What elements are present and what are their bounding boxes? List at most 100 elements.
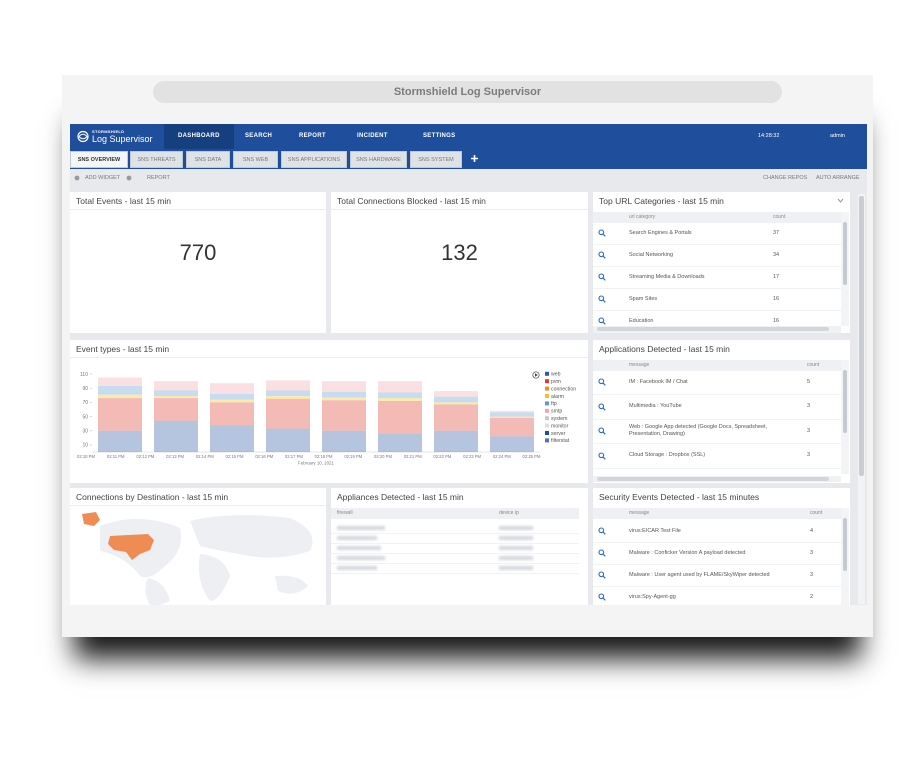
tab[interactable]: SNS THREATS	[130, 151, 183, 168]
tab[interactable]: SNS DATA	[186, 151, 230, 168]
browser-window: Stormshield Log Supervisor STORMSHIELD L…	[62, 75, 873, 637]
search-icon[interactable]	[598, 295, 606, 303]
search-icon[interactable]	[598, 549, 606, 557]
search-icon[interactable]	[598, 378, 606, 386]
search-icon[interactable]	[598, 571, 606, 579]
search-icon[interactable]	[598, 402, 606, 411]
blurred-cell	[499, 566, 533, 570]
widget: Appliances Detected - last 15 min firewa…	[331, 488, 588, 605]
scroll-thumb[interactable]	[843, 370, 847, 433]
legend-label: ftp	[551, 401, 557, 407]
row-divider	[593, 564, 841, 565]
legend-swatch	[545, 416, 549, 421]
widget-title: Security Events Detected - last 15 minut…	[599, 492, 760, 502]
scroll-thumb[interactable]	[597, 327, 829, 331]
toolbar-button[interactable]: CHANGE REPOS	[763, 175, 808, 181]
bar-segment	[266, 396, 310, 399]
blurred-cell	[499, 536, 533, 540]
blurred-cell	[337, 566, 377, 570]
search-icon[interactable]	[598, 317, 606, 325]
nav-item[interactable]: DASHBOARD	[164, 124, 234, 149]
search-icon[interactable]	[598, 273, 606, 281]
column-header: count	[810, 510, 823, 516]
scroll-thumb[interactable]	[597, 477, 829, 481]
tab[interactable]: SNS WEB	[233, 151, 278, 168]
user-menu[interactable]: admin	[830, 133, 845, 139]
region-highlight	[82, 512, 100, 526]
search-icon[interactable]	[598, 451, 606, 460]
tab[interactable]: SNS OVERVIEW	[70, 151, 128, 168]
column-header: url category	[629, 214, 656, 220]
toolbar-button[interactable]: AUTO ARRANGE	[816, 175, 860, 181]
nav-item[interactable]: INCIDENT	[357, 133, 388, 139]
scroll-thumb[interactable]	[843, 518, 847, 572]
cell-text: Web : Google App detected (Google Docs, …	[629, 424, 768, 437]
table-header: firewall device ip	[331, 508, 579, 519]
search-icon[interactable]	[598, 593, 606, 601]
blurred-cell	[337, 556, 385, 560]
separator	[70, 209, 326, 210]
bar-segment	[154, 381, 198, 391]
toolbar-button[interactable]: ADD WIDGET	[85, 175, 121, 181]
brand-small: STORMSHIELD	[92, 129, 125, 134]
blurred-cell	[337, 536, 377, 540]
cell-count: 4	[810, 527, 814, 534]
row-divider	[593, 288, 841, 289]
collapse-icon[interactable]	[837, 198, 844, 203]
blurred-cell	[499, 546, 533, 550]
bar-segment	[210, 383, 254, 394]
widget: Total Connections Blocked - last 15 min …	[331, 192, 588, 333]
y-tick-label: 10	[82, 443, 88, 449]
cell-text: Multimedia : YouTube	[629, 403, 682, 409]
bar-segment	[154, 396, 198, 399]
bar-segment	[322, 391, 366, 398]
bar-segment	[266, 390, 310, 397]
table-header: message count	[593, 508, 841, 519]
tab[interactable]: SNS SYSTEM	[410, 151, 462, 168]
add-tab[interactable]	[470, 154, 479, 163]
separator	[70, 357, 588, 358]
scroll-thumb[interactable]	[843, 222, 847, 285]
scroll-thumb[interactable]	[859, 196, 864, 476]
y-tick-label: 90	[82, 386, 88, 392]
search-icon[interactable]	[598, 527, 606, 535]
widget-title: Total Connections Blocked - last 15 min	[337, 196, 486, 206]
region-highlight	[108, 534, 154, 560]
bar-segment	[378, 433, 422, 452]
cell-text: Streaming Media & Downloads	[629, 273, 705, 280]
nav-item[interactable]: SETTINGS	[423, 133, 456, 139]
x-axis-label: February 10, 2021	[298, 461, 334, 466]
row-divider	[593, 586, 841, 587]
search-icon[interactable]	[598, 251, 606, 259]
cell-count: 16	[773, 295, 780, 302]
nav-item[interactable]: REPORT	[299, 133, 326, 139]
bar-segment	[154, 420, 198, 452]
legend-swatch	[545, 423, 549, 428]
search-icon[interactable]	[598, 427, 606, 435]
toolbar-button[interactable]: REPORT	[147, 175, 170, 181]
column-header: count	[773, 214, 786, 220]
legend-toggle[interactable]	[532, 371, 540, 379]
legend-label: connection	[551, 386, 576, 392]
cell-text: Education	[629, 317, 654, 324]
bar-segment	[98, 430, 142, 452]
bar-segment	[266, 398, 310, 429]
x-tick-label: 02:20 PM	[374, 454, 392, 459]
separator	[70, 505, 326, 506]
nav-item[interactable]: SEARCH	[245, 133, 273, 139]
separator	[331, 209, 588, 210]
tab[interactable]: SNS HARDWARE	[350, 151, 407, 168]
search-icon[interactable]	[598, 229, 606, 237]
x-tick-label: 02:18 PM	[315, 454, 333, 459]
row-divider	[593, 394, 841, 396]
widget: Event types - last 15 min 10 30 50 70 90 110 0…	[70, 340, 588, 483]
x-tick-label: 02:13 PM	[166, 454, 184, 459]
legend-label: web	[551, 372, 561, 378]
x-tick-label: 02:23 PM	[463, 454, 481, 459]
x-tick-label: 02:24 PM	[493, 454, 511, 459]
bar-segment	[322, 397, 366, 401]
cell-text: Spam Sites	[629, 295, 658, 302]
x-tick-label: 02:15 PM	[226, 454, 244, 459]
tab[interactable]: SNS APPLICATIONS	[281, 151, 347, 168]
